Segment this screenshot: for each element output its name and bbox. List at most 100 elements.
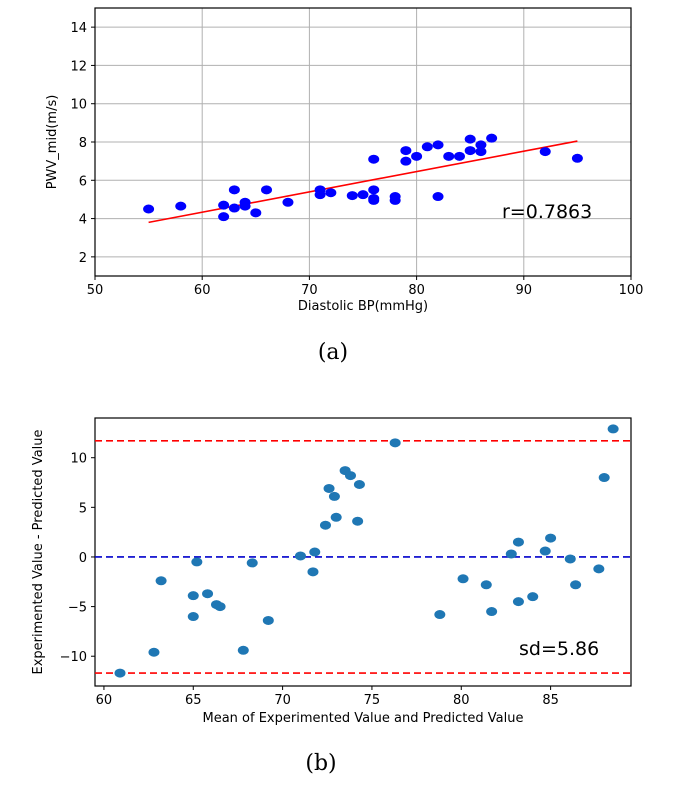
panel-a-data-point	[357, 190, 369, 200]
panel-a-caption: (a)	[318, 340, 348, 365]
panel-a-data-point	[228, 203, 240, 213]
panel-b-data-point	[307, 567, 319, 577]
panel-a-x-tick-label: 60	[194, 283, 211, 298]
panel-a-data-point	[475, 147, 487, 157]
panel-a-x-tick-label: 100	[619, 283, 644, 298]
panel-b-data-point	[330, 512, 342, 522]
panel-b-y-label: Experimented Value - Predicted Value	[31, 429, 46, 674]
panel-b-annotation: sd=5.86	[519, 638, 599, 660]
panel-a-data-point	[539, 147, 551, 157]
panel-b-x-tick-label: 60	[96, 693, 113, 708]
panel-a-data-point	[400, 146, 412, 156]
panel-b-data-point	[512, 597, 524, 607]
panel-a-data-point	[400, 156, 412, 166]
panel-a-data-point	[475, 140, 487, 150]
panel-a-data-point	[239, 197, 251, 207]
panel-a-data-point	[218, 200, 230, 210]
panel-a-data-point	[218, 212, 230, 222]
panel-b-x-tick-label: 75	[364, 693, 381, 708]
panel-b-y-ticks: −10 −5 0 5 10	[60, 452, 95, 665]
panel-b-data-point	[148, 647, 160, 657]
panel-b-y-tick-label: −5	[68, 601, 87, 616]
panel-a-data-point	[346, 191, 358, 201]
panel-a-annotation: r=0.7863	[502, 201, 592, 223]
panel-a-y-tick-label: 6	[79, 174, 87, 189]
panel-a-data-point	[368, 193, 380, 203]
panel-b-data-point	[352, 516, 364, 526]
panel-a-data-point	[464, 146, 476, 156]
panel-a-y-tick-label: 14	[70, 21, 87, 36]
panel-a-data-point	[368, 185, 380, 195]
panel-b-y-tick-label: 5	[79, 501, 87, 516]
panel-a-points	[143, 133, 583, 222]
panel-b-x-tick-label: 70	[274, 693, 291, 708]
panel-b-data-point	[480, 580, 492, 590]
panel-a-data-point	[411, 151, 423, 161]
panel-b-data-point	[262, 615, 274, 625]
panel-b: 60 65 70 75 80 85 −10 −5 0 5 10 Mean of Experimen…	[31, 417, 632, 776]
panel-b-data-point	[191, 557, 203, 567]
panel-a-grid	[95, 8, 631, 276]
panel-b-data-point	[187, 591, 199, 601]
panel-a-y-tick-label: 4	[79, 213, 87, 228]
panel-a-y-ticks: 2 4 6 8 10 12 14	[70, 21, 95, 266]
panel-b-y-tick-label: −10	[60, 650, 87, 665]
panel-a-data-point	[432, 192, 444, 202]
panel-b-data-point	[214, 602, 226, 612]
panel-b-data-point	[593, 564, 605, 574]
panel-a-data-point	[443, 151, 455, 161]
panel-b-data-point	[607, 424, 619, 434]
panel-a-data-point	[368, 154, 380, 164]
panel-b-data-point	[598, 473, 610, 483]
panel-b-y-tick-label: 0	[79, 551, 87, 566]
panel-b-x-tick-label: 65	[185, 693, 202, 708]
panel-a-data-point	[432, 140, 444, 150]
panel-a-data-point	[282, 197, 294, 207]
panel-a-data-point	[175, 201, 187, 211]
panel-a-y-label: PWV_mid(m/s)	[45, 95, 60, 190]
panel-b-data-point	[353, 480, 365, 490]
panel-a-data-point	[250, 208, 262, 218]
panel-a-x-tick-label: 90	[516, 283, 533, 298]
panel-b-x-label: Mean of Experimented Value and Predicted…	[203, 711, 524, 726]
panel-b-data-point	[323, 483, 335, 493]
panel-a-x-tick-label: 50	[87, 283, 104, 298]
panel-b-data-point	[564, 554, 576, 564]
panel-b-data-point	[114, 668, 126, 678]
panel-a-data-point	[228, 185, 240, 195]
panel-a-x-label: Diastolic BP(mmHg)	[298, 299, 428, 314]
panel-b-data-point	[309, 547, 321, 557]
panel-a-y-tick-label: 10	[70, 98, 87, 113]
panel-a-y-tick-label: 8	[79, 136, 87, 151]
panel-a-data-point	[143, 204, 155, 214]
panel-b-data-point	[570, 580, 582, 590]
panel-a: 50 60 70 80 90 100 2 4 6 8 10 12 14 Diastolic BP(mm…	[45, 7, 644, 365]
panel-a-x-tick-label: 80	[408, 283, 425, 298]
panel-b-data-point	[202, 589, 214, 599]
panel-b-caption: (b)	[305, 751, 336, 776]
panel-a-data-point	[453, 151, 465, 161]
panel-b-data-point	[539, 546, 551, 556]
panel-b-data-point	[237, 645, 249, 655]
panel-b-x-tick-label: 85	[542, 693, 559, 708]
panel-b-data-point	[434, 610, 446, 620]
panel-b-x-ticks: 60 65 70 75 80 85	[96, 686, 559, 708]
panel-b-data-point	[527, 592, 539, 602]
panel-a-data-point	[325, 188, 337, 198]
panel-a-data-point	[571, 153, 583, 163]
panel-b-y-tick-label: 10	[70, 452, 87, 467]
panel-b-x-tick-label: 80	[453, 693, 470, 708]
panel-b-data-point	[512, 537, 524, 547]
panel-a-x-ticks: 50 60 70 80 90 100	[87, 276, 644, 298]
panel-b-data-point	[294, 551, 306, 561]
panel-b-data-point	[246, 558, 258, 568]
panel-b-data-point	[486, 607, 498, 617]
panel-b-data-point	[505, 549, 517, 559]
panel-b-data-point	[319, 520, 331, 530]
panel-a-data-point	[464, 134, 476, 144]
panel-b-data-point	[328, 491, 340, 501]
panel-a-data-point	[261, 185, 273, 195]
panel-b-data-point	[545, 533, 557, 543]
